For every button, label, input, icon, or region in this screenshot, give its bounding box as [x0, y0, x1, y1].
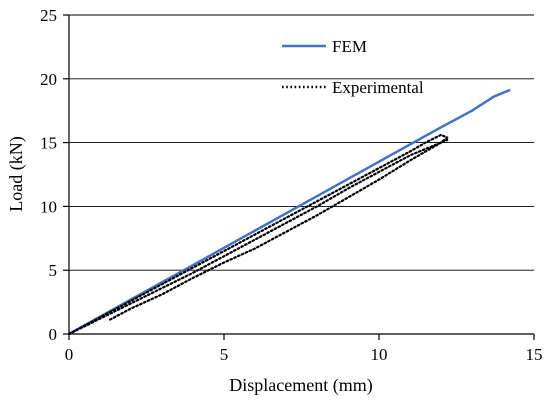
tick-labels: 0 5 10 15 20 25 0 5 10 15 — [40, 6, 543, 364]
y-tick-label-10: 10 — [40, 197, 57, 216]
y-axis-label: Load (kN) — [6, 136, 27, 211]
x-tick-label-15: 15 — [526, 345, 543, 364]
x-tick-label-5: 5 — [220, 345, 229, 364]
series-line-fem — [67, 89, 511, 336]
y-tick-label-15: 15 — [40, 134, 57, 153]
x-tick-label-10: 10 — [371, 345, 388, 364]
series-line-experimental-2 — [67, 138, 449, 336]
y-tick-label-20: 20 — [40, 70, 57, 89]
axes — [63, 14, 535, 340]
data-series — [67, 89, 511, 336]
legend: FEM Experimental — [282, 37, 424, 97]
legend-fem-label: FEM — [332, 37, 367, 56]
grid-lines — [69, 14, 534, 271]
x-tick-label-0: 0 — [65, 345, 74, 364]
y-tick-label-0: 0 — [49, 325, 58, 344]
y-tick-label-25: 25 — [40, 6, 57, 25]
legend-experimental-label: Experimental — [332, 78, 424, 97]
x-axis-label: Displacement (mm) — [229, 375, 372, 396]
y-tick-label-5: 5 — [49, 261, 58, 280]
series-line-experimental — [67, 133, 449, 336]
